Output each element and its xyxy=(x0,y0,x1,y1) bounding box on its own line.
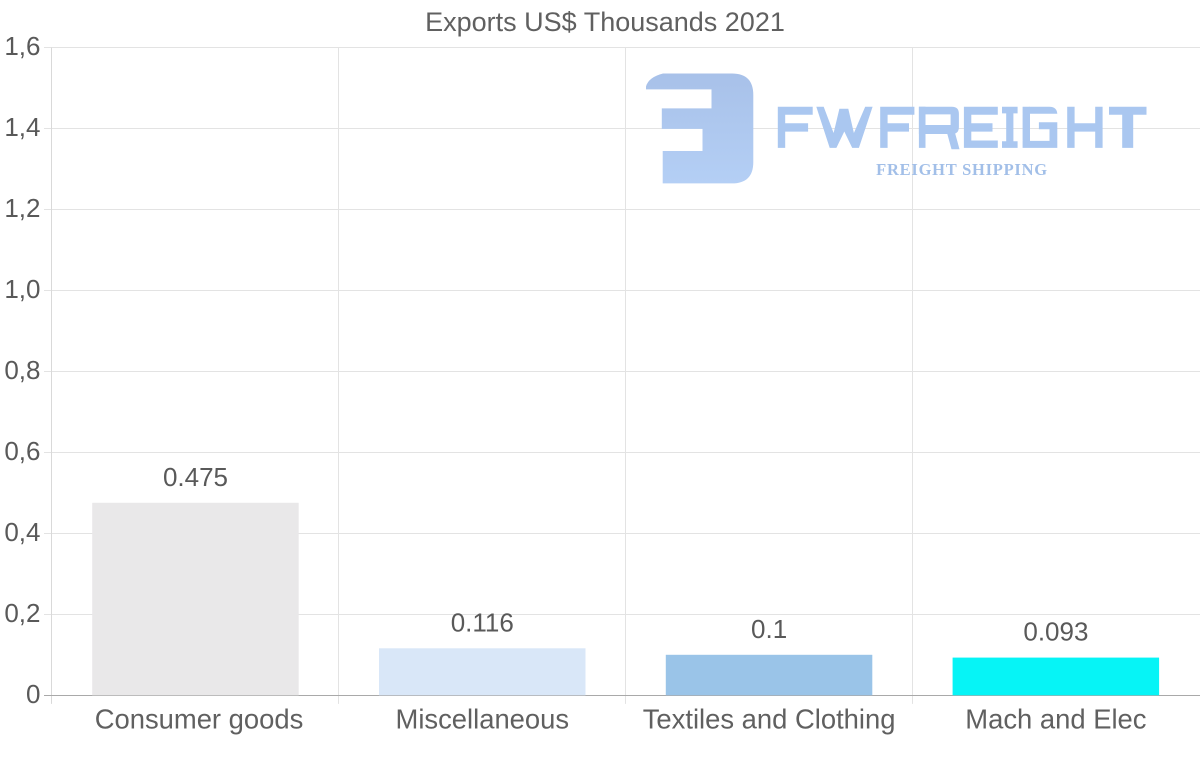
svg-text:0,2: 0,2 xyxy=(4,598,40,628)
svg-text:Miscellaneous: Miscellaneous xyxy=(396,704,570,735)
svg-text:0.116: 0.116 xyxy=(451,607,514,637)
svg-text:Mach and Elec: Mach and Elec xyxy=(965,704,1146,735)
svg-text:0,6: 0,6 xyxy=(4,436,40,466)
svg-text:1,6: 1,6 xyxy=(4,31,40,61)
svg-text:0,4: 0,4 xyxy=(4,517,40,547)
svg-text:0,8: 0,8 xyxy=(4,355,40,385)
svg-text:Textiles and Clothing: Textiles and Clothing xyxy=(643,704,896,735)
svg-text:1,2: 1,2 xyxy=(4,193,40,223)
svg-text:1,4: 1,4 xyxy=(4,112,40,142)
svg-text:Consumer goods: Consumer goods xyxy=(95,704,304,735)
svg-text:0.475: 0.475 xyxy=(163,462,228,492)
svg-text:0: 0 xyxy=(26,679,40,709)
svg-text:Exports US$ Thousands 2021: Exports US$ Thousands 2021 xyxy=(425,7,785,37)
svg-text:FREIGHT SHIPPING: FREIGHT SHIPPING xyxy=(876,160,1048,179)
svg-text:1,0: 1,0 xyxy=(4,274,40,304)
svg-text:0.1: 0.1 xyxy=(751,614,787,644)
svg-text:0.093: 0.093 xyxy=(1023,617,1088,647)
